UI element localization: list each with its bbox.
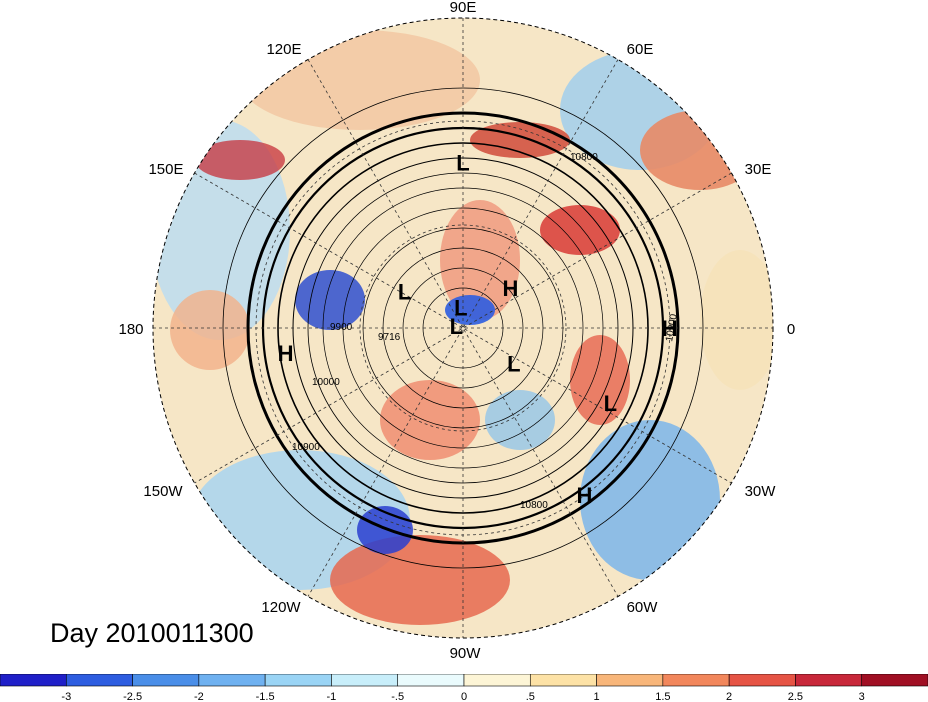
high-pressure-marker: H: [278, 341, 294, 366]
colorbar-tick-label: 1: [594, 691, 600, 702]
colorbar-tick-label: -2.5: [123, 691, 142, 702]
lon-label-120w: 120W: [261, 599, 301, 616]
colorbar-tick-label: 1.5: [655, 691, 670, 702]
lon-label-0: 0: [787, 321, 795, 338]
colorbar-tick-label: 2: [726, 691, 732, 702]
lon-label-60e: 60E: [627, 41, 654, 58]
contour-label: 10900: [664, 313, 680, 343]
colorbar-ticks: -3 -2.5 -2 -1.5 -1 -.5 0 .5 1 1.5 2 2.5 3: [61, 691, 864, 702]
colorbar-box: [331, 674, 399, 687]
high-pressure-marker: H: [577, 483, 593, 508]
low-pressure-marker: L: [456, 151, 469, 176]
low-pressure-marker: L: [507, 352, 520, 377]
colorbar-tick-label: 0: [461, 691, 467, 702]
contour-label: 9716: [378, 332, 401, 343]
high-pressure-marker: H: [662, 316, 678, 341]
lon-label-30e: 30E: [745, 161, 772, 178]
colorbar-tick-label: -1.5: [256, 691, 275, 702]
contour-label: 10800: [570, 152, 598, 163]
contour-label: 9900: [330, 322, 353, 333]
colorbar-boxes: [0, 674, 928, 687]
colorbar-box: [198, 674, 266, 687]
low-pressure-marker: L: [450, 314, 463, 339]
colorbar-tick-label: -1: [327, 691, 337, 702]
colorbar-box: [662, 674, 730, 687]
lon-label-150e: 150E: [148, 161, 183, 178]
contour-label: 10800: [520, 500, 548, 511]
colorbar-box: [397, 674, 465, 687]
high-pressure-marker: H: [503, 276, 519, 301]
colorbar-box: [529, 674, 597, 687]
colorbar-tick-label: -3: [61, 691, 71, 702]
colorbar-tick-label: -2: [194, 691, 204, 702]
colorbar: -3 -2.5 -2 -1.5 -1 -.5 0 .5 1 1.5 2 2.5 3: [0, 674, 928, 702]
colorbar-box: [264, 674, 332, 687]
map-boundary: [152, 17, 774, 639]
day-label: Day 2010011300: [50, 618, 254, 648]
lon-label-30w: 30W: [745, 483, 777, 500]
colorbar-box: [596, 674, 664, 687]
lon-label-90w: 90W: [450, 645, 482, 662]
lon-label-120e: 120E: [266, 41, 301, 58]
lon-label-150w: 150W: [143, 483, 183, 500]
colorbar-box: [0, 674, 67, 687]
lon-label-60w: 60W: [627, 599, 659, 616]
colorbar-tick-label: 2.5: [788, 691, 803, 702]
lon-label-180: 180: [118, 321, 143, 338]
colorbar-box: [861, 674, 928, 687]
colorbar-box: [795, 674, 863, 687]
low-pressure-marker: L: [398, 280, 411, 305]
colorbar-tick-label: -.5: [391, 691, 404, 702]
colorbar-box: [728, 674, 796, 687]
contour-label: 10900: [292, 442, 320, 453]
colorbar-box: [65, 674, 133, 687]
colorbar-tick-label: 3: [859, 691, 865, 702]
colorbar-box: [132, 674, 200, 687]
lon-label-90e: 90E: [450, 0, 477, 16]
colorbar-tick-label: .5: [526, 691, 535, 702]
colorbar-box: [463, 674, 531, 687]
low-pressure-marker: L: [604, 391, 617, 416]
contour-label: 10000: [312, 377, 340, 388]
low-pressure-marker: L: [454, 295, 467, 320]
graticule: [153, 18, 773, 638]
